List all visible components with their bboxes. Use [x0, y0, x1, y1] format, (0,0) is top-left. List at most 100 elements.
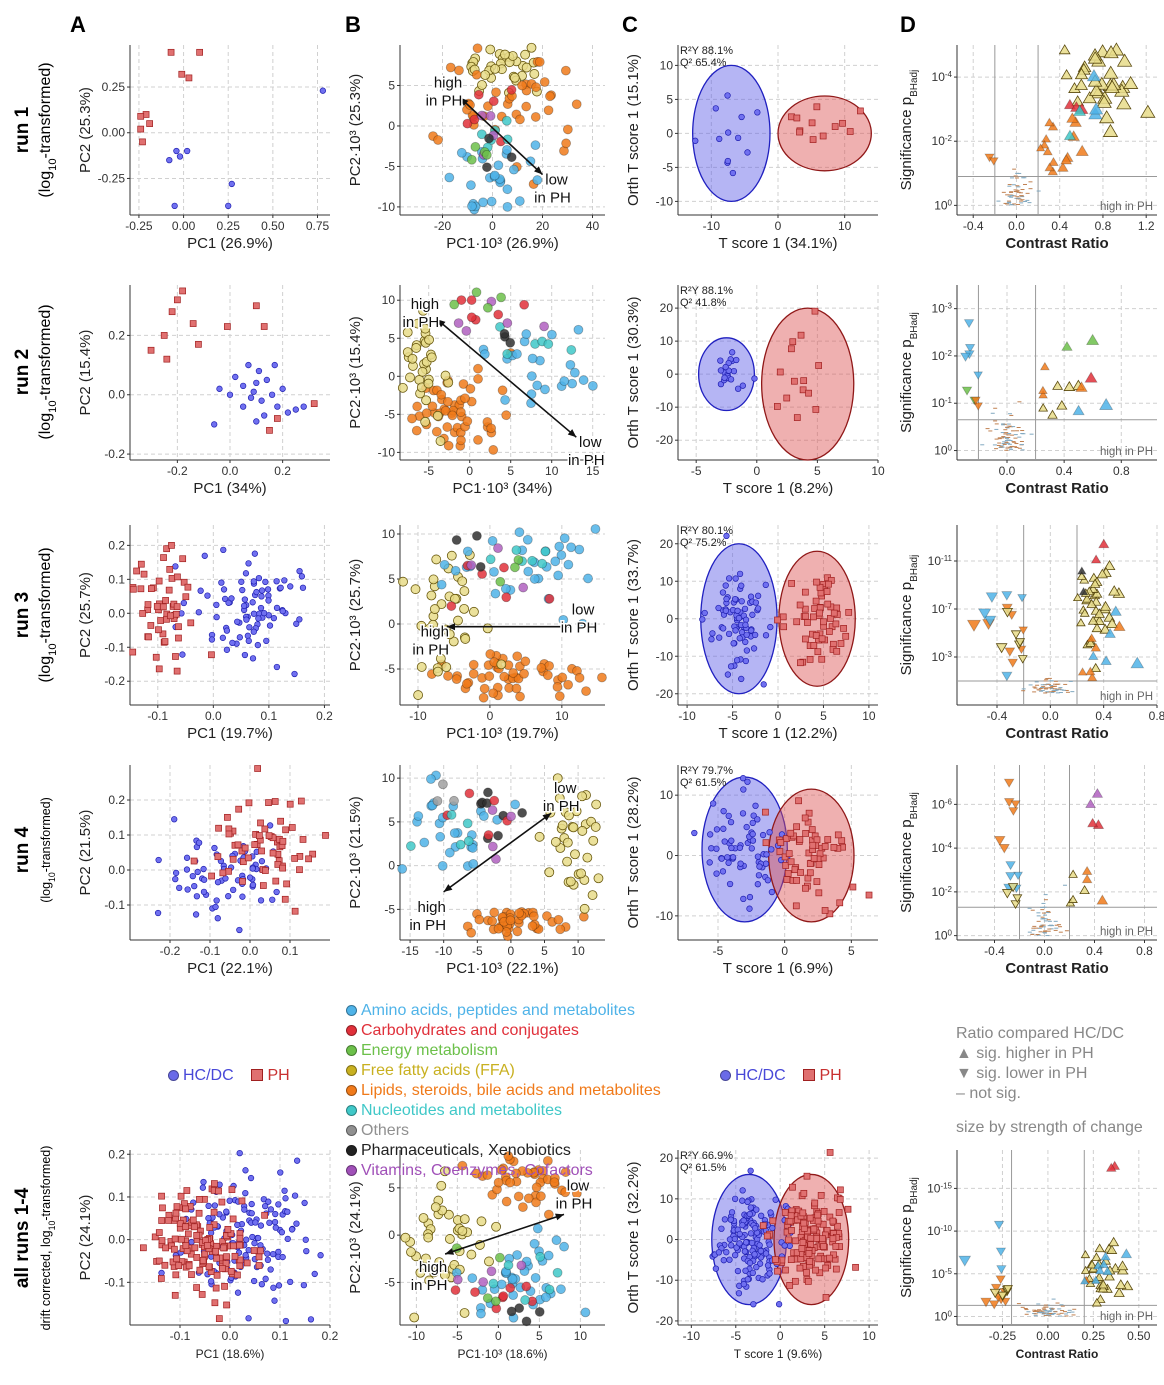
metabolite-point	[532, 175, 543, 185]
row-title: run 4	[12, 826, 33, 873]
hc-dc-point	[762, 632, 770, 639]
y-tick-label: 0	[666, 612, 673, 626]
hc-dc-point	[726, 880, 734, 888]
hc-dc-point	[247, 394, 255, 401]
x-tick-label: 0.2	[274, 464, 291, 478]
metabolite-point	[566, 542, 576, 553]
metabolite-point	[505, 1177, 516, 1188]
ph-point	[820, 1208, 828, 1215]
ph-point	[806, 656, 814, 663]
hc-dc-point	[729, 349, 736, 356]
ph-point	[258, 847, 265, 855]
hc-dc-point	[738, 598, 745, 605]
ph-point	[161, 638, 169, 645]
hc-dc-point	[754, 816, 761, 823]
hc-dc-point	[250, 1277, 258, 1285]
arrowhead-high	[446, 623, 456, 631]
hc-dc-point	[173, 147, 180, 155]
y-tick-label: 0.2	[108, 793, 125, 807]
ph-point	[158, 1237, 166, 1244]
metabolite-point	[452, 1274, 463, 1285]
legend-item-3: Free fatty acids (FFA)	[346, 1061, 661, 1081]
ph-point	[801, 605, 809, 613]
sig-higher-marker	[1091, 622, 1103, 633]
ph-point	[296, 866, 303, 874]
metabolite-point	[423, 378, 434, 389]
ph-point	[182, 1223, 189, 1231]
ph-point	[241, 844, 249, 852]
hc-dc-point	[752, 802, 759, 809]
ph-point	[812, 406, 820, 413]
ph-point	[243, 1259, 251, 1267]
sig-higher-marker	[1078, 586, 1089, 596]
metabolite-point	[501, 115, 512, 126]
x-tick-label: -0.1	[170, 1329, 191, 1343]
y-tick-label: 10-2	[932, 884, 953, 899]
y-tick-label: -5	[662, 160, 673, 174]
hc-dc-point	[208, 636, 216, 643]
ph-point	[183, 1187, 191, 1194]
hc-dc-point	[742, 1267, 749, 1274]
metabolite-point	[571, 1188, 582, 1199]
hc-dc-point	[728, 1242, 735, 1249]
ph-point	[815, 889, 823, 897]
hc-dc-point	[232, 373, 239, 381]
metabolite-point	[475, 561, 486, 572]
ph-point	[272, 877, 280, 885]
metabolite-point	[426, 774, 436, 784]
y-label-text: Orth T score 1 (15.1%)	[625, 54, 642, 206]
y-tick-label: 0.25	[102, 80, 126, 94]
metabolite-point	[519, 299, 530, 310]
hc-dc-point	[249, 599, 256, 606]
metabolite-point	[431, 554, 442, 565]
ph-point	[274, 415, 281, 422]
hc-dc-point	[728, 1209, 736, 1216]
metabolite-point	[458, 379, 469, 389]
ph-point	[807, 1234, 815, 1242]
y-tick-label: 0.2	[108, 328, 125, 342]
hc-dc-point	[155, 856, 162, 864]
hc-dc-point	[236, 926, 243, 934]
legend-item-8: Vitamins, Coenzymes, Cofactors	[346, 1161, 661, 1181]
ph-point	[225, 830, 233, 838]
y-axis-label: Orth T score 1 (32.2%)	[625, 1161, 642, 1313]
hc-dc-point	[197, 587, 204, 594]
hc-dc-point	[200, 1178, 207, 1186]
metabolite-point	[523, 566, 534, 577]
ph-point	[813, 1235, 821, 1242]
annotation-low: in PH	[543, 798, 580, 815]
y-tick-label: 0.0	[108, 863, 125, 877]
ph-point	[774, 616, 781, 624]
ph-point	[260, 323, 268, 330]
legend-label: Vitamins, Coenzymes, Cofactors	[361, 1162, 593, 1179]
hc-dc-point	[263, 376, 270, 384]
sig-higher-marker	[1108, 1236, 1120, 1247]
metabolite-point	[493, 1177, 504, 1188]
hc-dc-point	[257, 1222, 265, 1229]
hc-dc-point	[266, 1219, 273, 1226]
x-axis-label: Contrast Ratio	[1016, 1347, 1099, 1361]
hc-dc-point	[311, 1270, 318, 1278]
sig-higher-marker	[1098, 1259, 1109, 1269]
hc-dc-point	[764, 1262, 772, 1269]
x-axis-label: T score 1 (8.2%)	[723, 480, 834, 497]
metabolite-point	[466, 927, 477, 938]
hc-dc-point	[277, 584, 284, 591]
sig-higher-marker	[1086, 672, 1098, 682]
ph-point	[211, 1299, 219, 1307]
metabolite-point	[466, 1249, 477, 1260]
hc-dc-point	[746, 1210, 754, 1218]
sig-higher-marker	[1091, 1297, 1102, 1307]
sig-lower-marker	[1001, 591, 1013, 601]
metabolite-point	[424, 1275, 435, 1286]
metabolite-point	[501, 410, 512, 421]
hc-dc-point	[751, 631, 759, 639]
ph-point	[172, 1209, 180, 1217]
q2-label: Q² 75.2%	[680, 537, 727, 549]
x-tick-label: -10	[703, 219, 721, 233]
metabolite-point	[501, 592, 512, 603]
y-label-text: PC2 (21.5%)	[77, 810, 94, 896]
high-in-ph-note: high in PH	[1100, 446, 1153, 458]
